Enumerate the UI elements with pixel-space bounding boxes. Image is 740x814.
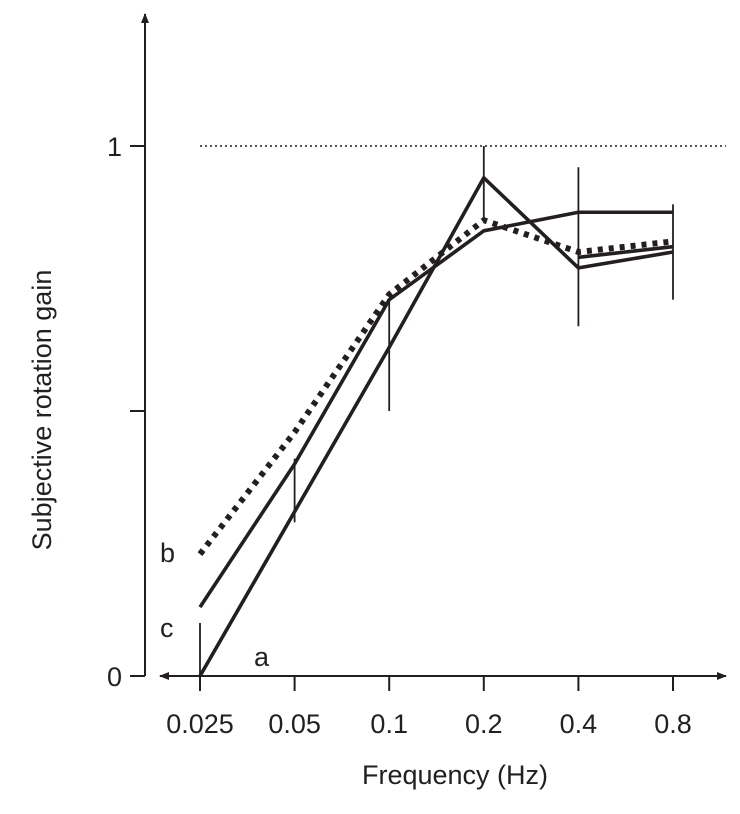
x-tick-label: 0.4: [560, 709, 598, 739]
x-tick-label: 0.025: [166, 709, 234, 739]
series-label-c: c: [160, 613, 174, 643]
series-label-b: b: [160, 538, 175, 568]
series-line-b: [197, 217, 674, 556]
series-label-a: a: [254, 642, 270, 672]
series-line-a: [198, 176, 674, 677]
x-tick-label: 0.2: [465, 709, 503, 739]
series-line-c: [198, 210, 673, 609]
x-axis-label: Frequency (Hz): [362, 760, 548, 790]
y-tick-label: 0: [107, 662, 122, 692]
y-tick-label: 1: [107, 132, 122, 162]
x-tick-label: 0.8: [654, 709, 692, 739]
x-tick-label: 0.1: [370, 709, 408, 739]
series-line-unlabeled: [578, 244, 674, 260]
y-axis-label: Subjective rotation gain: [27, 270, 57, 551]
x-tick-label: 0.05: [268, 709, 321, 739]
